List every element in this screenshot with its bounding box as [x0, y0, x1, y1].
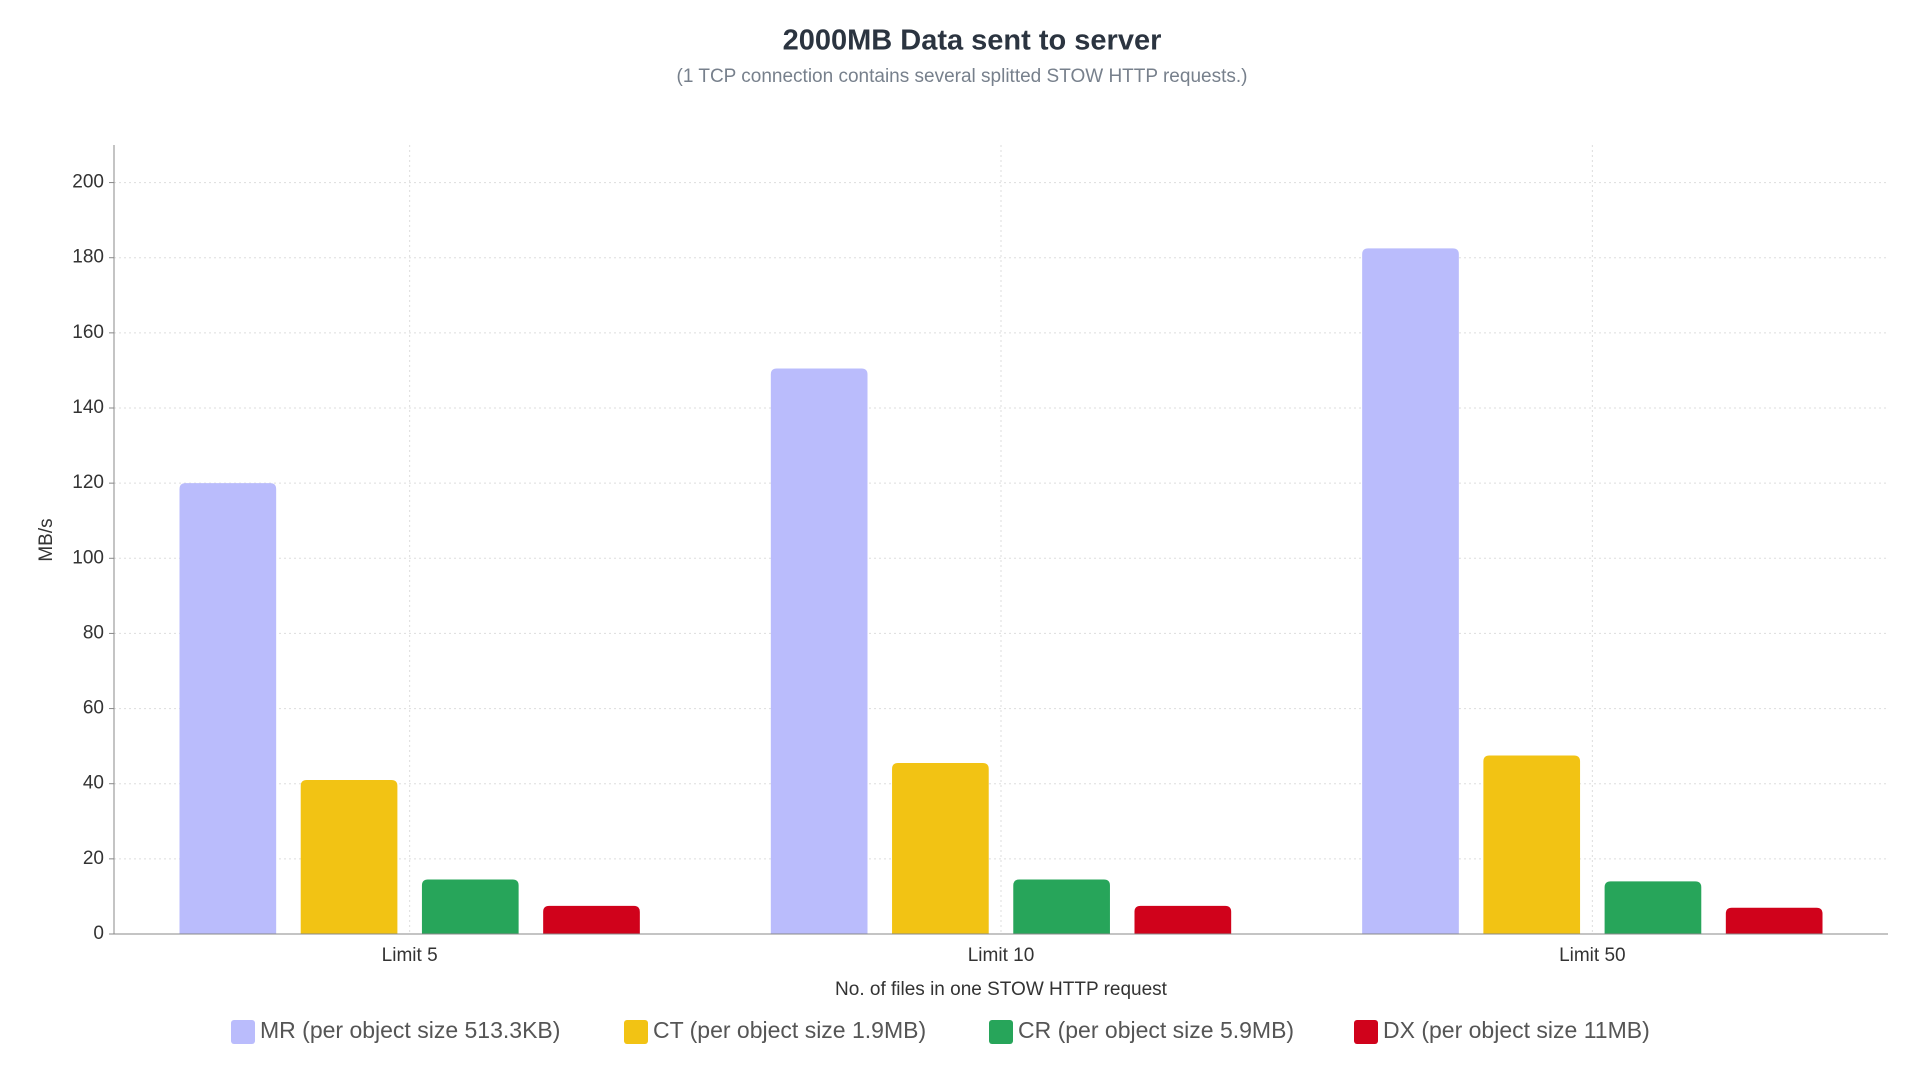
- x-tick-label: Limit 10: [968, 945, 1035, 966]
- y-tick-label: 0: [93, 923, 104, 944]
- bar: [300, 779, 398, 934]
- x-axis-label: No. of files in one STOW HTTP request: [835, 979, 1168, 1000]
- y-tick-label: 140: [72, 397, 104, 418]
- legend-swatch: [1354, 1020, 1378, 1044]
- y-tick-label: 60: [83, 698, 104, 719]
- y-tick-label: 200: [72, 172, 104, 193]
- bar: [1362, 248, 1459, 935]
- y-tick-label: 80: [83, 622, 104, 643]
- legend-swatch: [624, 1020, 648, 1044]
- bar: [770, 368, 868, 934]
- bar: [1483, 755, 1581, 934]
- bar: [421, 879, 519, 934]
- y-tick-label: 180: [72, 247, 104, 268]
- y-tick-label: 160: [72, 322, 104, 343]
- y-tick-label: 120: [72, 472, 104, 493]
- y-tick-label: 100: [72, 547, 104, 568]
- x-tick-label: Limit 50: [1559, 945, 1626, 966]
- legend-label: MR (per object size 513.3KB): [260, 1017, 560, 1043]
- legend-swatch: [231, 1020, 255, 1044]
- bar: [1604, 881, 1702, 934]
- legend-label: DX (per object size 11MB): [1383, 1017, 1650, 1043]
- bar: [179, 483, 277, 934]
- bar: [1134, 905, 1232, 934]
- legend-swatch: [989, 1020, 1013, 1044]
- bar: [1013, 879, 1110, 934]
- legend-label: CR (per object size 5.9MB): [1018, 1017, 1294, 1043]
- x-tick-label: Limit 5: [382, 945, 438, 966]
- legend-label: CT (per object size 1.9MB): [653, 1017, 926, 1043]
- bar: [1725, 907, 1823, 934]
- y-axis-label: MB/s: [36, 518, 57, 561]
- chart-subtitle: (1 TCP connection contains several split…: [677, 66, 1248, 87]
- bar: [543, 905, 640, 934]
- bar: [892, 763, 989, 934]
- y-tick-label: 20: [83, 848, 104, 869]
- chart-title: 2000MB Data sent to server: [783, 25, 1162, 57]
- y-tick-label: 40: [83, 773, 104, 794]
